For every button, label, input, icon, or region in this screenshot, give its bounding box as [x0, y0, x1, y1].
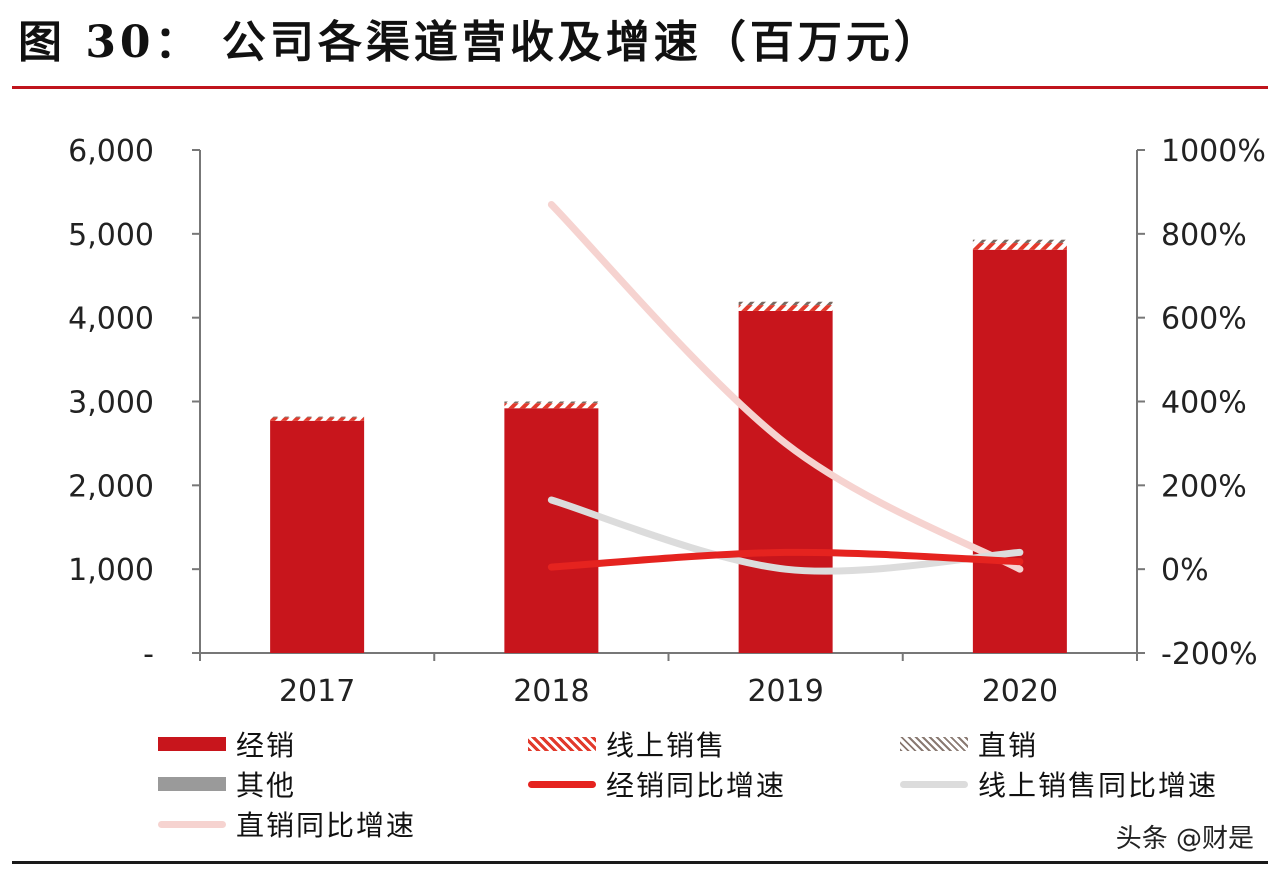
bar-direct: [270, 416, 365, 418]
bar-dealer: [504, 408, 599, 653]
bar-direct: [738, 301, 833, 306]
y-left-tick-label: 2,000: [68, 469, 154, 504]
y-right-tick-label: 600%: [1161, 302, 1247, 337]
y-right-tick-label: -200%: [1161, 637, 1258, 672]
bottom-rule: [12, 861, 1268, 864]
bar-direct: [972, 239, 1067, 244]
y-left-tick-label: 3,000: [68, 386, 154, 421]
x-tick-label: 2020: [982, 674, 1058, 709]
y-right-tick-label: 1000%: [1161, 134, 1266, 169]
figure-title: 图 30： 公司各渠道营收及增速（百万元）: [18, 17, 942, 68]
x-tick-label: 2019: [747, 674, 823, 709]
y-left-tick-label: 1,000: [68, 553, 154, 588]
line-direct-growth: [547, 200, 1024, 573]
bar-online: [504, 403, 599, 409]
y-left-tick-label: 5,000: [68, 218, 154, 253]
y-left-tick-label: 6,000: [68, 134, 154, 169]
y-right-tick-label: 400%: [1161, 386, 1247, 421]
x-tick-label: 2017: [279, 674, 355, 709]
y-left-tick-label: -: [143, 637, 154, 672]
title-rule: [12, 86, 1268, 89]
line-dealer-growth: [547, 548, 1024, 571]
bar-dealer: [270, 420, 365, 653]
y-right-tick-label: 800%: [1161, 218, 1247, 253]
y-right-tick-label: 200%: [1161, 469, 1247, 504]
bar-direct: [504, 401, 599, 404]
bar-online: [738, 305, 833, 311]
bar-dealer: [738, 310, 833, 653]
watermark: 头条 @财是: [1115, 824, 1254, 854]
bar-online: [972, 243, 1067, 250]
bar-online: [270, 417, 365, 421]
y-right-tick-label: 0%: [1161, 553, 1209, 588]
bar-dealer: [972, 249, 1067, 654]
x-tick-label: 2018: [513, 674, 589, 709]
y-left-tick-label: 4,000: [68, 302, 154, 337]
